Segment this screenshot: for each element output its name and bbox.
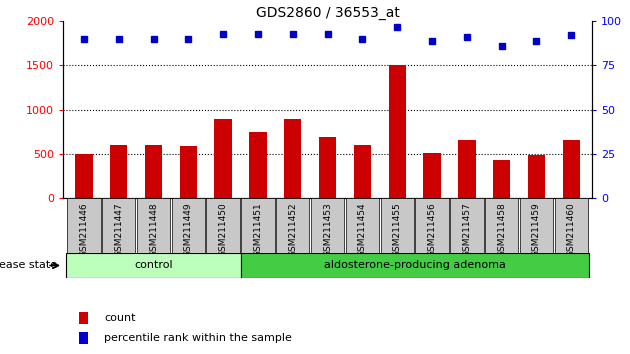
- Bar: [180, 146, 197, 198]
- Bar: [563, 140, 580, 198]
- Text: GSM211452: GSM211452: [289, 202, 297, 257]
- Text: GSM211458: GSM211458: [497, 202, 506, 257]
- FancyBboxPatch shape: [276, 198, 309, 253]
- Bar: [241, 253, 588, 278]
- Text: percentile rank within the sample: percentile rank within the sample: [105, 333, 292, 343]
- Text: GSM211455: GSM211455: [392, 202, 402, 257]
- FancyBboxPatch shape: [311, 198, 345, 253]
- Bar: [423, 153, 441, 198]
- Bar: [214, 120, 232, 198]
- Bar: [458, 140, 476, 198]
- Text: GSM211451: GSM211451: [253, 202, 263, 257]
- Bar: [389, 65, 406, 198]
- Text: GSM211449: GSM211449: [184, 202, 193, 257]
- Bar: [528, 155, 545, 198]
- Text: GSM211453: GSM211453: [323, 202, 332, 257]
- FancyBboxPatch shape: [171, 198, 205, 253]
- FancyBboxPatch shape: [381, 198, 414, 253]
- Bar: [353, 145, 371, 198]
- Bar: [249, 132, 266, 198]
- Text: control: control: [134, 261, 173, 270]
- FancyBboxPatch shape: [102, 198, 135, 253]
- Title: GDS2860 / 36553_at: GDS2860 / 36553_at: [256, 6, 399, 20]
- FancyBboxPatch shape: [554, 198, 588, 253]
- Text: GSM211447: GSM211447: [114, 202, 123, 257]
- Text: GSM211456: GSM211456: [428, 202, 437, 257]
- Text: count: count: [105, 313, 136, 323]
- Text: GSM211460: GSM211460: [567, 202, 576, 257]
- FancyBboxPatch shape: [241, 198, 275, 253]
- Bar: [79, 312, 88, 324]
- FancyBboxPatch shape: [485, 198, 518, 253]
- Text: GSM211448: GSM211448: [149, 202, 158, 257]
- Text: GSM211450: GSM211450: [219, 202, 227, 257]
- FancyBboxPatch shape: [415, 198, 449, 253]
- Text: GSM211446: GSM211446: [79, 202, 88, 257]
- Text: disease state: disease state: [0, 261, 57, 270]
- Bar: [284, 120, 302, 198]
- Bar: [145, 145, 163, 198]
- FancyBboxPatch shape: [450, 198, 484, 253]
- Bar: [319, 137, 336, 198]
- Text: aldosterone-producing adenoma: aldosterone-producing adenoma: [324, 261, 506, 270]
- Text: GSM211454: GSM211454: [358, 202, 367, 257]
- FancyBboxPatch shape: [137, 198, 170, 253]
- FancyBboxPatch shape: [67, 198, 101, 253]
- FancyBboxPatch shape: [346, 198, 379, 253]
- FancyBboxPatch shape: [207, 198, 240, 253]
- Bar: [67, 253, 241, 278]
- Bar: [110, 145, 127, 198]
- Bar: [79, 332, 88, 344]
- Bar: [493, 160, 510, 198]
- Text: GSM211459: GSM211459: [532, 202, 541, 257]
- Text: GSM211457: GSM211457: [462, 202, 471, 257]
- FancyBboxPatch shape: [520, 198, 553, 253]
- Bar: [75, 154, 93, 198]
